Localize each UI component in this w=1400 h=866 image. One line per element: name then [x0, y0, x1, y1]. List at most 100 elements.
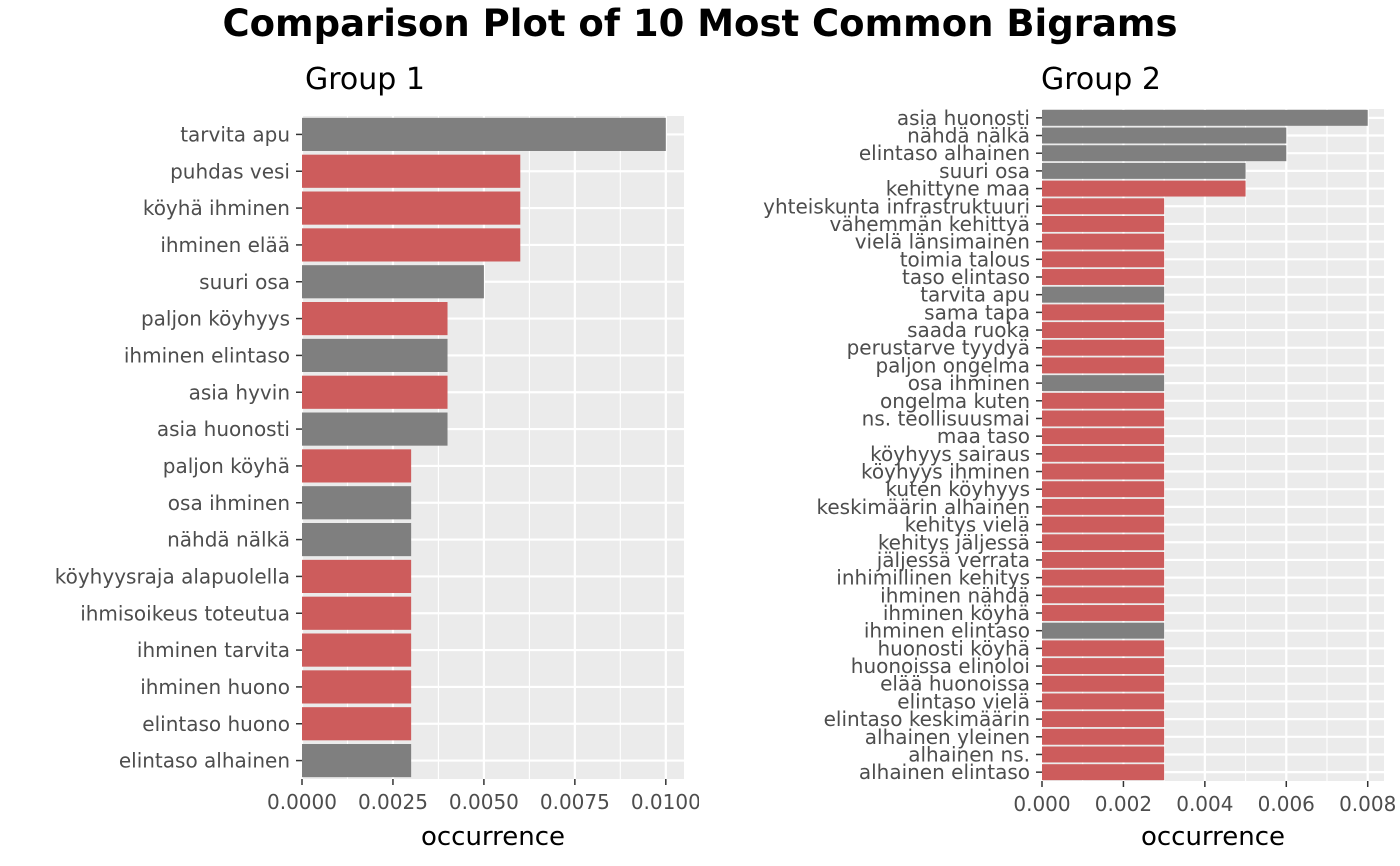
bar: [302, 412, 448, 446]
bar: [302, 596, 412, 630]
y-tick-label: kehittyne maa: [886, 177, 1030, 201]
bar: [302, 154, 521, 188]
bar: [1042, 463, 1165, 480]
y-tick-label: elintaso keskimäärin: [824, 707, 1030, 731]
bar: [1042, 322, 1165, 339]
bar: [1042, 622, 1165, 639]
bar: [1042, 498, 1165, 515]
y-tick-label: vielä länsimainen: [855, 230, 1030, 254]
y-tick-label: asia huonosti: [897, 106, 1030, 130]
bar: [302, 633, 412, 667]
bar: [1042, 339, 1165, 356]
bar: [1042, 764, 1165, 781]
bar: [1042, 569, 1165, 586]
bar: [1042, 551, 1165, 568]
bar: [302, 707, 412, 741]
y-tick-label: köyhyys sairaus: [870, 442, 1030, 466]
x-axis-title: occurrence: [421, 822, 565, 852]
y-tick-label: elintaso vielä: [897, 689, 1030, 713]
y-tick-label: paljon köyhä: [163, 454, 290, 478]
y-tick-label: osa ihminen: [908, 371, 1030, 395]
y-tick-label: kuten köyhyys: [885, 477, 1030, 501]
y-tick-label: ihminen köyhä: [883, 601, 1030, 625]
bar: [1042, 693, 1165, 710]
bar: [1042, 481, 1165, 498]
bar: [1042, 198, 1165, 215]
y-tick-label: tarvita apu: [180, 122, 290, 146]
y-tick-label: huonoissa elinoloi: [851, 654, 1030, 678]
x-axis-title: occurrence: [1141, 822, 1285, 852]
y-tick-label: taso elintaso: [902, 265, 1030, 289]
y-tick-label: osa ihminen: [168, 491, 290, 515]
bar: [1042, 233, 1165, 250]
y-tick-label: jäljessä verrata: [876, 548, 1030, 572]
y-tick-label: köyhyysraja alapuolella: [55, 564, 290, 588]
bar: [1042, 127, 1287, 144]
y-tick-label: suuri osa: [939, 159, 1030, 183]
panel-1: Group 1 tarvita apu puhdas vesi köyhä ihmin…: [55, 62, 701, 852]
bar: [1042, 711, 1165, 728]
bar: [1042, 145, 1287, 162]
chart-title: Comparison Plot of 10 Most Common Bigram…: [222, 2, 1178, 45]
x-tick-label: 0.008: [1339, 792, 1396, 816]
bar: [302, 375, 448, 409]
bar: [1042, 162, 1246, 179]
x-tick-labels: 0.000 0.002 0.004 0.006 0.008: [1013, 792, 1396, 816]
bar: [302, 449, 412, 483]
bar: [1042, 640, 1165, 657]
bar: [1042, 392, 1165, 409]
y-tick-label: köyhä ihminen: [143, 196, 290, 220]
y-tick-label: keskimäärin alhainen: [817, 495, 1031, 519]
bar: [1042, 304, 1165, 321]
x-tick-label: 0.002: [1095, 792, 1152, 816]
y-tick-label: ihminen tarvita: [137, 638, 290, 662]
bar: [1042, 410, 1165, 427]
bar: [1042, 180, 1246, 197]
bar: [302, 670, 412, 704]
y-tick-label: ongelma kuten: [880, 389, 1030, 413]
bar: [302, 228, 521, 262]
bar: [1042, 746, 1165, 763]
bar: [302, 486, 412, 520]
x-tick-label: 0.0075: [540, 790, 610, 814]
y-tick-label: kehitys jäljessä: [878, 530, 1030, 554]
y-tick-label: sama tapa: [924, 300, 1030, 324]
y-tick-label: alhainen elintaso: [859, 760, 1030, 784]
y-tick-label: puhdas vesi: [170, 159, 290, 183]
bar: [302, 559, 412, 593]
y-tick-label: ihminen huono: [140, 675, 290, 699]
y-tick-label: kehitys vielä: [905, 513, 1030, 537]
bar: [302, 523, 412, 557]
y-tick-label: perustarve tyydyä: [847, 336, 1030, 360]
x-tick-label: 0.0050: [449, 790, 519, 814]
panel-title: Group 2: [1041, 62, 1161, 97]
y-tick-label: yhteiskunta infrastruktuuri: [763, 194, 1030, 218]
y-tick-label: ihminen elää: [160, 233, 290, 257]
y-tick-label: tarvita apu: [920, 283, 1030, 307]
x-tick-label: 0.0100: [631, 790, 701, 814]
y-tick-label: paljon köyhyys: [141, 307, 290, 331]
bar: [1042, 269, 1165, 285]
bar: [1042, 428, 1165, 445]
bar: [1042, 445, 1165, 462]
y-tick-label: nähdä nälkä: [907, 124, 1030, 148]
x-tick-label: 0.0025: [358, 790, 428, 814]
x-tick-label: 0.000: [1013, 792, 1070, 816]
bar: [1042, 215, 1165, 232]
bar: [1042, 658, 1165, 675]
x-tick-label: 0.004: [1176, 792, 1233, 816]
bar: [302, 338, 448, 372]
y-tick-label: ihminen elintaso: [124, 343, 290, 367]
y-tick-label: huonosti köyhä: [877, 636, 1030, 660]
bar: [1042, 605, 1165, 621]
y-tick-label: nähdä nälkä: [167, 528, 290, 552]
bar: [302, 265, 484, 299]
y-tick-label: köyhyys ihminen: [861, 460, 1030, 484]
y-tick-label: elää huonoissa: [880, 672, 1030, 696]
bar: [1042, 516, 1165, 533]
bar: [302, 117, 666, 151]
y-tick-label: toimia talous: [900, 247, 1030, 271]
bar: [1042, 109, 1368, 126]
